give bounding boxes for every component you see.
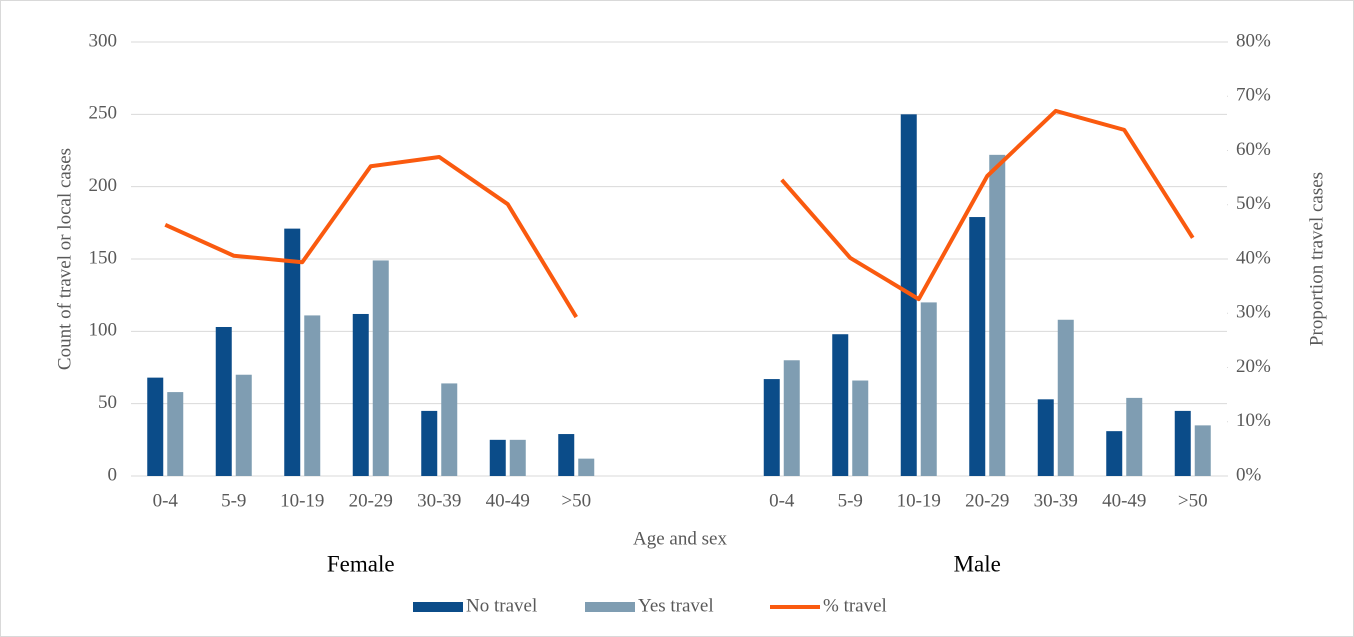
x-axis-title: Age and sex: [633, 528, 727, 549]
y2-axis-title: Proportion travel cases: [1306, 172, 1327, 346]
x-tick-label: 5-9: [221, 490, 246, 511]
y2-tick-label: 40%: [1236, 247, 1271, 268]
x-tick-label: 0-4: [769, 490, 795, 511]
bar: [1194, 425, 1211, 476]
y2-tick-label: 60%: [1236, 139, 1271, 160]
x-tick-label: >50: [1178, 490, 1208, 511]
bar: [304, 315, 321, 476]
y-tick-label: 50: [98, 392, 117, 413]
legend-label: No travel: [466, 595, 537, 616]
bar: [489, 439, 506, 476]
bar: [1106, 431, 1123, 476]
x-tick-label: 10-19: [280, 490, 324, 511]
bar: [509, 439, 526, 476]
y2-tick-label: 30%: [1236, 302, 1271, 323]
y2-tick-label: 0%: [1236, 464, 1262, 485]
x-tick-label: 30-39: [1034, 490, 1078, 511]
bar: [783, 360, 800, 476]
bar: [147, 377, 164, 476]
bar: [441, 383, 458, 476]
bar: [558, 434, 575, 476]
y-tick-label: 250: [89, 103, 118, 124]
x-tick-label: 20-29: [965, 490, 1009, 511]
y-tick-label: 300: [89, 30, 118, 51]
legend-swatch: [413, 602, 463, 612]
bar: [1037, 399, 1054, 476]
x-tick-label: 5-9: [838, 490, 863, 511]
y2-tick-label: 70%: [1236, 85, 1271, 106]
bar: [235, 374, 252, 476]
group-label: Male: [954, 551, 1001, 576]
bar: [763, 379, 780, 476]
bar: [284, 228, 301, 476]
x-tick-label: 40-49: [1102, 490, 1146, 511]
bar: [421, 410, 438, 476]
y2-tick-label: 10%: [1236, 410, 1271, 431]
bar: [215, 326, 232, 476]
group-label: Female: [327, 551, 395, 576]
bar: [578, 458, 595, 476]
y-axis-title: Count of travel or local cases: [54, 148, 75, 370]
bar: [989, 154, 1006, 476]
bar: [1057, 319, 1074, 476]
y2-tick-label: 80%: [1236, 30, 1271, 51]
y-tick-label: 0: [108, 464, 118, 485]
bar: [1126, 397, 1143, 476]
bar: [969, 217, 986, 476]
bar: [1174, 410, 1191, 476]
y-tick-label: 200: [89, 175, 118, 196]
y2-tick-label: 20%: [1236, 356, 1271, 377]
legend-swatch: [585, 602, 635, 612]
bar: [352, 313, 369, 476]
bar: [920, 302, 937, 476]
y-tick-label: 150: [89, 247, 118, 268]
bar: [852, 380, 869, 476]
y-tick-label: 100: [89, 320, 118, 341]
bar: [832, 334, 849, 476]
legend-label: Yes travel: [638, 595, 714, 616]
bar: [372, 260, 389, 476]
y2-tick-label: 50%: [1236, 193, 1271, 214]
line: [164, 108, 1195, 319]
x-tick-label: >50: [561, 490, 591, 511]
x-tick-label: 10-19: [897, 490, 941, 511]
legend-label: % travel: [823, 595, 887, 616]
x-tick-label: 40-49: [486, 490, 530, 511]
x-tick-label: 0-4: [153, 490, 179, 511]
bar: [167, 392, 184, 476]
x-tick-label: 30-39: [417, 490, 461, 511]
x-tick-label: 20-29: [349, 490, 393, 511]
